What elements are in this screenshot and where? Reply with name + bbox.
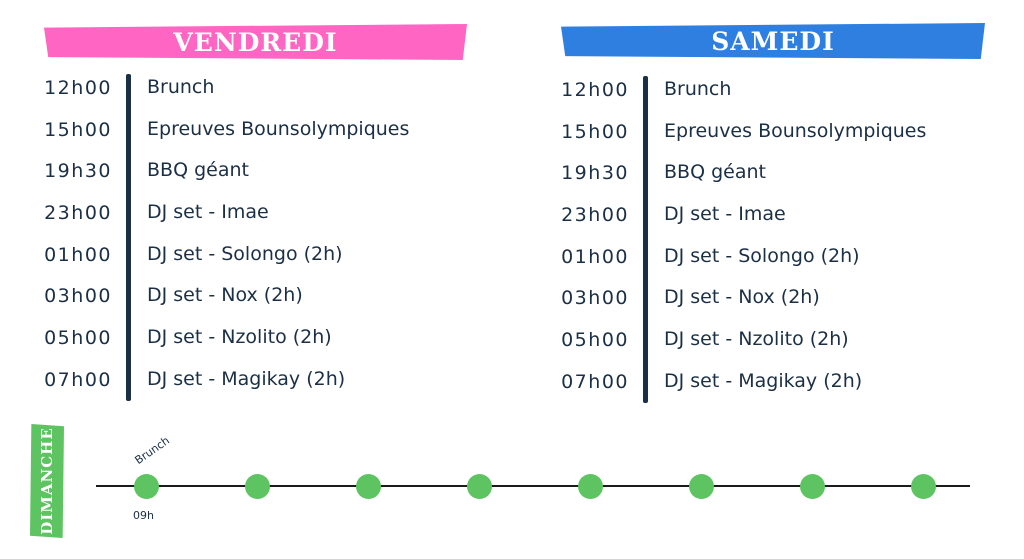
event-time: 01h00 [561,245,629,268]
event-time: 15h00 [44,118,112,141]
schedule-row: 01h00 DJ set - Solongo (2h) [30,238,470,280]
event-label: DJ set - Nzolito (2h) [147,326,332,349]
timeline-line [96,485,970,487]
timeline-dot [799,474,825,499]
day-title-dimanche: DIMANCHE [38,427,56,535]
event-label: DJ set - Solongo (2h) [664,244,860,267]
timeline-dot [466,474,492,499]
schedule-row: 05h00 DJ set - Nzolito (2h) [30,321,470,363]
event-label: Brunch [147,76,215,98]
event-label: DJ set - Nzolito (2h) [664,328,849,351]
event-label: DJ set - Imae [147,201,269,224]
event-time: 12h00 [561,79,629,101]
event-time: 12h00 [44,77,112,99]
day-banner-dimanche [30,424,64,538]
event-label: BBQ géant [664,161,766,184]
schedule-row: 23h00 DJ set - Imae [30,196,470,238]
event-time: 19h30 [44,160,112,183]
event-label: Epreuves Bounsolympiques [147,117,410,140]
schedule-row: 19h30 BBQ géant [30,154,470,196]
event-time: 19h30 [561,162,629,185]
event-label: DJ set - Nox (2h) [664,286,820,309]
timeline-dot [577,474,603,499]
timeline-dot [355,474,381,499]
day-banner-vendredi: VENDREDI [44,24,467,60]
event-time: 15h00 [561,120,629,143]
schedule-row: 12h00 Brunch [30,71,470,113]
schedule-row: 01h00 DJ set - Solongo (2h) [547,240,987,282]
day-title-samedi: SAMEDI [711,26,835,56]
schedule-row: 05h00 DJ set - Nzolito (2h) [547,323,987,365]
timeline-dot [910,474,936,499]
event-time: 23h00 [44,202,112,225]
schedule-divider [643,76,648,403]
event-label: Epreuves Bounsolympiques [664,119,927,142]
event-time: 05h00 [44,327,112,350]
event-label: BBQ géant [147,159,249,182]
schedule-row: 15h00 Epreuves Bounsolympiques [547,115,987,157]
event-label: DJ set - Imae [664,203,786,226]
schedule-row: 12h00 Brunch [547,73,987,115]
schedule-row: 07h00 DJ set - Magikay (2h) [30,363,470,405]
schedule-row: 19h30 BBQ géant [547,156,987,198]
timeline-time-label: 09h [133,509,154,522]
day-title-vendredi: VENDREDI [173,27,338,57]
event-time: 01h00 [44,243,112,266]
schedule-row: 07h00 DJ set - Magikay (2h) [547,365,987,407]
schedule-row: 23h00 DJ set - Imae [547,198,987,240]
schedule-row: 15h00 Epreuves Bounsolympiques [30,113,470,155]
timeline-dot [244,474,270,499]
event-time: 03h00 [44,285,112,308]
event-label: DJ set - Solongo (2h) [147,242,343,265]
schedule-row: 03h00 DJ set - Nox (2h) [547,281,987,323]
schedule-divider [126,74,131,401]
schedule-vendredi: 12h00 Brunch 15h00 Epreuves Bounsolympiq… [30,71,470,405]
event-time: 03h00 [561,287,629,310]
event-label: DJ set - Nox (2h) [147,284,303,307]
event-time: 23h00 [561,204,629,227]
event-label: Brunch [664,78,732,100]
timeline-dot [133,474,159,499]
event-time: 05h00 [561,329,629,352]
timeline-event-label: Brunch [132,433,172,467]
timeline-dot [688,474,714,499]
schedule-samedi: 12h00 Brunch 15h00 Epreuves Bounsolympiq… [547,73,987,407]
event-label: DJ set - Magikay (2h) [664,369,863,392]
event-time: 07h00 [561,370,629,393]
day-banner-samedi: SAMEDI [561,23,985,59]
schedule-row: 03h00 DJ set - Nox (2h) [30,279,470,321]
event-time: 07h00 [44,368,112,391]
event-label: DJ set - Magikay (2h) [147,367,346,390]
